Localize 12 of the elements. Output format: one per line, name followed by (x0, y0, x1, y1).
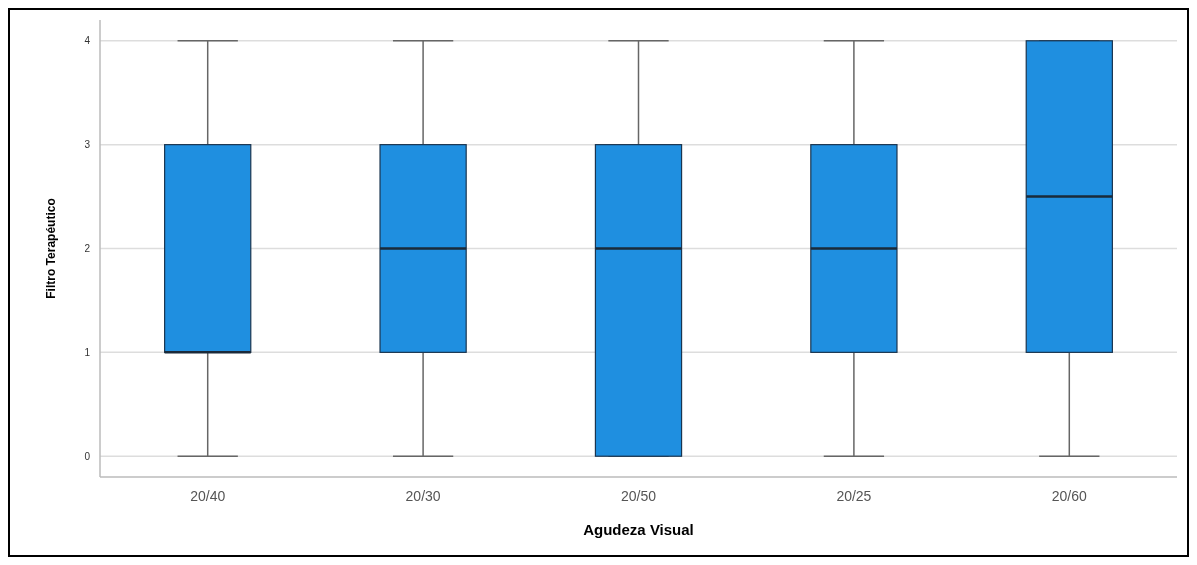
x-axis-title: Agudeza Visual (583, 521, 694, 538)
y-tick-label: 3 (84, 139, 91, 151)
y-tick-label: 2 (84, 243, 91, 254)
x-tick-label: 20/30 (405, 488, 441, 504)
y-tick-label: 1 (84, 346, 91, 358)
y-axis-title: Filtro Terapéutico (44, 198, 58, 299)
y-tick-label: 0 (84, 450, 91, 462)
x-tick-label: 20/40 (190, 488, 226, 504)
y-tick-label: 4 (84, 35, 91, 47)
x-tick-label: 20/50 (620, 488, 657, 504)
x-tick-label: 20/25 (836, 488, 872, 504)
x-tick-label: 20/60 (1051, 488, 1088, 504)
